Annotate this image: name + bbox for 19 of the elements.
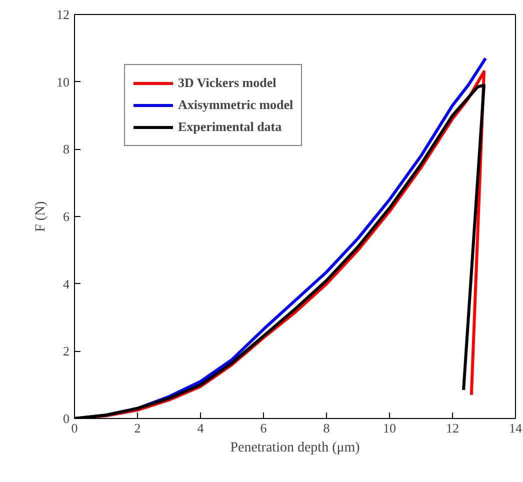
y-tick-label: 10 (56, 74, 70, 90)
x-tick-label: 2 (134, 420, 141, 436)
x-axis-title: Penetration depth (μm) (230, 440, 360, 456)
x-tick-label: 8 (323, 420, 330, 436)
y-tick-label: 8 (63, 142, 70, 157)
y-tick-label: 2 (63, 344, 70, 359)
x-tick-label: 12 (446, 420, 459, 436)
y-axis-title: F (N) (34, 200, 48, 232)
y-tick-label: 12 (56, 7, 70, 22)
legend-label: Experimental data (178, 119, 282, 135)
x-tick-label: 14 (509, 420, 522, 436)
y-tick-label: 6 (63, 209, 70, 224)
legend-label: 3D Vickers model (178, 75, 276, 91)
y-tick-label: 4 (63, 276, 70, 292)
x-tick-label: 4 (197, 420, 204, 436)
y-tick-label: 0 (63, 411, 70, 426)
x-tick-label: 10 (383, 420, 396, 436)
legend-label: Axisymmetric model (178, 97, 294, 113)
x-tick-label: 6 (260, 420, 268, 436)
